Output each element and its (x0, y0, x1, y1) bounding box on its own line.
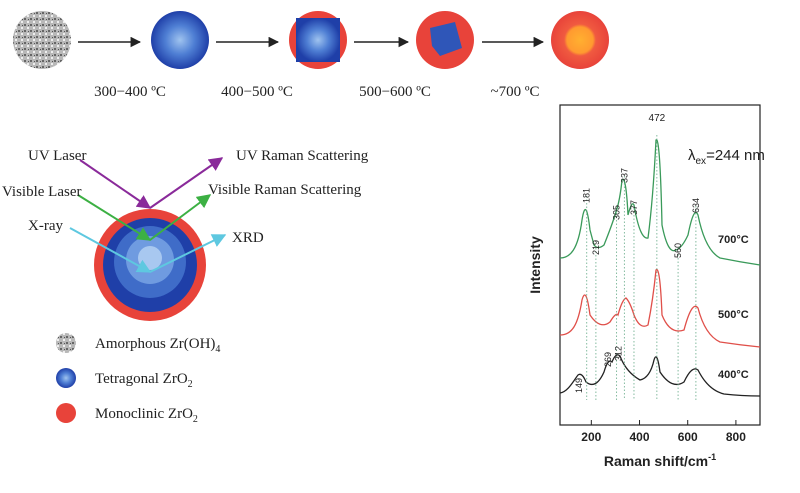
beam (149, 234, 227, 273)
peak-label: 312 (613, 346, 623, 361)
peak-label: 305 (612, 205, 622, 220)
legend-swatch (56, 333, 76, 353)
x-axis-label: Raman shift/cm-1 (604, 452, 716, 469)
temperature: 300−400 ºC (94, 84, 166, 100)
peak-label: 149 (574, 378, 584, 393)
x-tick-label: 800 (726, 430, 746, 444)
legend-text: Monoclinic ZrO (95, 406, 193, 422)
amorphous-particle (13, 11, 71, 69)
legend-swatch (56, 403, 76, 423)
x-tick-label: 600 (678, 430, 698, 444)
peak-label: 634 (691, 198, 701, 213)
monoclinic-particle (551, 11, 609, 69)
beam-label: UV Laser (28, 148, 86, 164)
y-axis-label: Intensity (527, 236, 543, 294)
excitation: λex=244 nm (688, 147, 765, 167)
peak-label: 181 (582, 188, 592, 203)
legend-label: Tetragonal ZrO2 (95, 371, 193, 390)
legend-text: Amorphous Zr(OH) (95, 336, 215, 352)
spectrum-700 (559, 139, 761, 266)
temperature: ~700 ºC (490, 84, 539, 100)
beam-label: Visible Raman Scattering (208, 182, 362, 198)
raman-chart: Intensity Raman shift/cm-1 λex=244 nm 70… (527, 104, 765, 469)
peak-label: 337 (619, 168, 629, 183)
spectrum-label: 500°C (718, 309, 749, 321)
subscript: 2 (193, 414, 198, 425)
beam (149, 194, 212, 241)
subscript: 2 (188, 379, 193, 390)
tetragonal-particle (151, 11, 209, 69)
beam-label: UV Raman Scattering (236, 148, 369, 164)
superscript: -1 (708, 452, 716, 462)
peak-label: 377 (629, 200, 639, 215)
beam-label: Visible Laser (2, 184, 82, 200)
peak-label: 560 (673, 243, 683, 258)
temperature: 400−500 ºC (221, 84, 293, 100)
spectrum-label: 400°C (718, 369, 749, 381)
legend-swatch (56, 368, 76, 388)
lambda: λ (688, 147, 696, 164)
x-label-text: Raman shift/cm (604, 453, 708, 469)
beam-label: X-ray (28, 218, 63, 234)
subscript: 4 (215, 344, 220, 355)
legend: Amorphous Zr(OH)4 Tetragonal ZrO2 Monocl… (56, 333, 220, 425)
beam (77, 194, 152, 241)
beam (79, 159, 152, 209)
spectrum-label: 700°C (718, 234, 749, 246)
x-tick-label: 400 (630, 430, 650, 444)
temperature: 500−600 ºC (359, 84, 431, 100)
evolution: 300−400 ºC 400−500 ºC 500−600 ºC ~700 ºC (13, 11, 609, 100)
legend-label: Monoclinic ZrO2 (95, 406, 198, 425)
tetragonal-core (430, 22, 462, 56)
subscript: ex (696, 156, 707, 167)
tetragonal-core (296, 18, 340, 62)
peak-label: 269 (603, 352, 613, 367)
peak-label: 472 (649, 113, 666, 124)
legend-text: Tetragonal ZrO (95, 371, 188, 387)
peak-label: 219 (591, 240, 601, 255)
excitation-text: =244 nm (706, 147, 765, 164)
x-tick-label: 200 (581, 430, 601, 444)
spectrum-500 (559, 268, 761, 348)
beam (69, 227, 152, 273)
beam (149, 157, 224, 209)
legend-label: Amorphous Zr(OH)4 (95, 336, 220, 355)
beam-label: XRD (232, 230, 264, 246)
probe-diagram: UV Laser UV Raman Scattering Visible Las… (2, 148, 369, 321)
spectrum-400 (559, 354, 761, 397)
